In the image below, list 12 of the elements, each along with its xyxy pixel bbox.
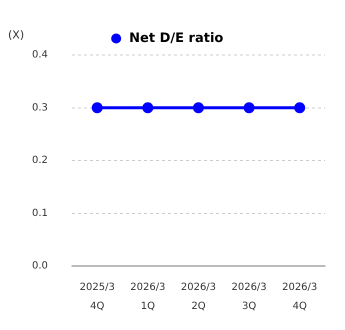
x-tick-label: 2026/3 1Q	[130, 282, 166, 312]
x-tick-label: 2026/3 4Q	[282, 282, 318, 312]
y-tick-label: 0.2	[32, 155, 48, 166]
y-tick-label: 0.0	[32, 260, 48, 272]
y-axis-title: (X)	[8, 28, 24, 42]
y-tick-label: 0.1	[32, 208, 48, 219]
y-tick-label: 0.4	[32, 50, 48, 61]
y-tick-label: 0.3	[32, 102, 48, 114]
x-tick-label: 2026/3 3Q	[231, 282, 267, 312]
x-tick-label: 2026/3 2Q	[180, 282, 216, 312]
x-tick-label: 2025/3 4Q	[80, 282, 115, 312]
legend-label: Net D/E ratio	[129, 30, 224, 46]
